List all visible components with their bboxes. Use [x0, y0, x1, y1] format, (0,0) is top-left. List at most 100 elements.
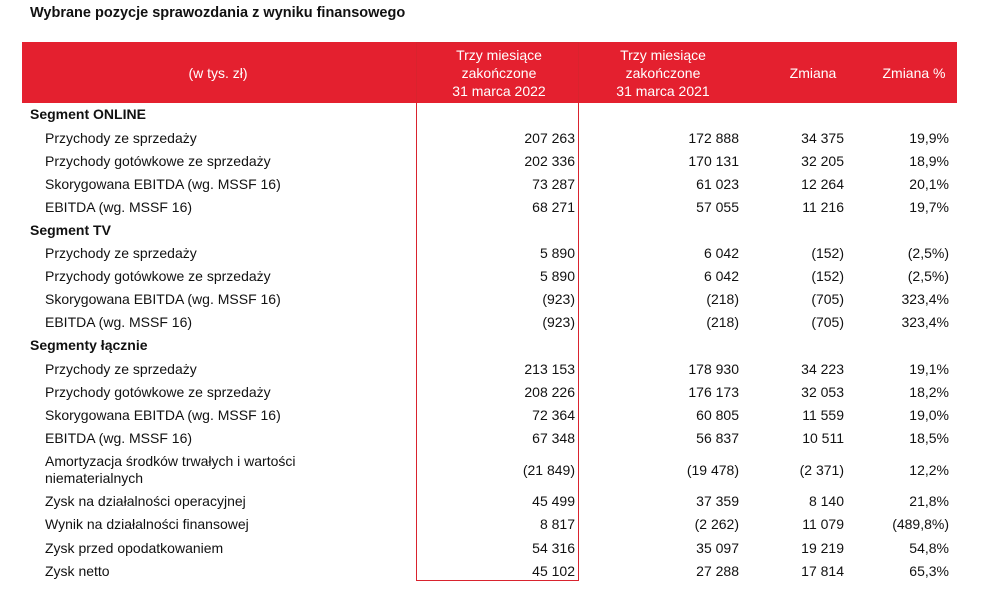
- value-2021: 6 042: [703, 245, 739, 261]
- row-label: Przychody ze sprzedaży: [45, 245, 197, 261]
- value-change: 12 264: [801, 176, 844, 192]
- row-label: EBITDA (wg. MSSF 16): [45, 199, 193, 215]
- value-2022: 68 271: [532, 199, 575, 215]
- header-col-2022: Trzy miesiące zakończone 31 marca 2022: [452, 46, 546, 99]
- segment-heading-row: Segment TV: [22, 222, 957, 242]
- value-2021: 178 930: [688, 361, 739, 377]
- table-row: Zysk przed opodatkowaniem 54 316 35 097 19 …: [22, 540, 957, 560]
- table-row: Przychody ze sprzedaży 207 263 172 888 34 3…: [22, 130, 957, 150]
- table-header: (w tys. zł) Trzy miesiące zakończone 31 …: [22, 42, 957, 103]
- value-2022: 67 348: [532, 430, 575, 446]
- value-change-pct: 20,1%: [909, 176, 949, 192]
- table-row: Przychody gotówkowe ze sprzedaży 202 336 1…: [22, 153, 957, 173]
- table-row: Wynik na działalności finansowej 8 817 (2 …: [22, 516, 957, 536]
- value-2022: (21 849): [522, 462, 575, 478]
- row-label: Zysk netto: [45, 563, 110, 579]
- table-row: Zysk na działalności operacyjnej 45 499 37…: [22, 493, 957, 513]
- header-units: (w tys. zł): [188, 64, 248, 81]
- value-2021: (218): [706, 314, 739, 330]
- value-2021: 172 888: [688, 130, 739, 146]
- value-2021: 6 042: [703, 268, 739, 284]
- value-change: 19 219: [801, 540, 844, 556]
- value-change: 34 223: [801, 361, 844, 377]
- value-2022: 5 890: [539, 245, 575, 261]
- value-change: 11 559: [802, 407, 844, 423]
- value-change-pct: 323,4%: [901, 291, 949, 307]
- table-row: Przychody ze sprzedaży 213 153 178 930 34 2…: [22, 361, 957, 381]
- row-label: Przychody ze sprzedaży: [45, 130, 197, 146]
- value-change-pct: 21,8%: [909, 493, 949, 509]
- table-row: EBITDA (wg. MSSF 16) 68 271 57 055 11 216 19…: [22, 199, 957, 219]
- segment-heading-row: Segment ONLINE: [22, 106, 957, 126]
- value-change-pct: 19,7%: [909, 199, 949, 215]
- row-label: Przychody ze sprzedaży: [45, 361, 197, 377]
- value-2021: (2 262): [694, 516, 739, 532]
- value-2022: 213 153: [524, 361, 575, 377]
- value-change-pct: (2,5%): [907, 245, 949, 261]
- value-2022: 8 817: [539, 516, 575, 532]
- value-change-pct: 323,4%: [901, 314, 949, 330]
- table-row: Skorygowana EBITDA (wg. MSSF 16) 72 364 60…: [22, 407, 957, 427]
- header-col-change: Zmiana: [789, 64, 837, 81]
- value-2022: (923): [542, 314, 575, 330]
- value-change-pct: 12,2%: [909, 462, 949, 478]
- value-2022: 208 226: [524, 384, 575, 400]
- value-2022: 207 263: [524, 130, 575, 146]
- table-row: Przychody gotówkowe ze sprzedaży 5 890 6 0…: [22, 268, 957, 288]
- value-change: 11 079: [802, 516, 844, 532]
- value-2021: 60 805: [696, 407, 739, 423]
- value-2021: 57 055: [696, 199, 739, 215]
- value-change-pct: (489,8%): [892, 516, 949, 532]
- value-2021: 56 837: [696, 430, 739, 446]
- value-2022: 5 890: [539, 268, 575, 284]
- value-change-pct: 65,3%: [909, 563, 949, 579]
- value-change-pct: 19,0%: [909, 407, 949, 423]
- value-2022: 202 336: [524, 153, 575, 169]
- value-change-pct: 54,8%: [909, 540, 949, 556]
- row-label: Wynik na działalności finansowej: [45, 516, 249, 532]
- value-change-pct: 18,2%: [909, 384, 949, 400]
- header-col-change-pct: Zmiana %: [882, 64, 946, 81]
- value-change: (152): [811, 245, 844, 261]
- row-label: Zysk na działalności operacyjnej: [45, 493, 246, 509]
- value-2021: (218): [706, 291, 739, 307]
- row-label: Przychody gotówkowe ze sprzedaży: [45, 268, 271, 284]
- value-change-pct: 18,9%: [909, 153, 949, 169]
- segment-heading: Segmenty łącznie: [30, 337, 148, 353]
- value-change: 11 216: [802, 199, 844, 215]
- value-2022: 73 287: [532, 176, 575, 192]
- row-label: Zysk przed opodatkowaniem: [45, 540, 224, 556]
- value-change-pct: 19,1%: [909, 361, 949, 377]
- value-2021: (19 478): [686, 462, 739, 478]
- value-change-pct: 19,9%: [909, 130, 949, 146]
- value-change: 17 814: [801, 563, 844, 579]
- value-change-pct: (2,5%): [907, 268, 949, 284]
- segment-heading-row: Segmenty łącznie: [22, 337, 957, 357]
- value-2022: 45 499: [532, 493, 575, 509]
- table-row: EBITDA (wg. MSSF 16) (923) (218) (705) 323,4…: [22, 314, 957, 334]
- row-label: Skorygowana EBITDA (wg. MSSF 16): [45, 407, 281, 423]
- value-change: 8 140: [808, 493, 844, 509]
- table-row: Skorygowana EBITDA (wg. MSSF 16) 73 287 61…: [22, 176, 957, 196]
- table-row: Przychody gotówkowe ze sprzedaży 208 226 1…: [22, 384, 957, 404]
- value-2022: (923): [542, 291, 575, 307]
- value-2021: 27 288: [696, 563, 739, 579]
- value-change: (705): [811, 314, 844, 330]
- value-2021: 61 023: [696, 176, 739, 192]
- value-change: 32 053: [801, 384, 844, 400]
- value-change: (705): [811, 291, 844, 307]
- segment-heading: Segment ONLINE: [30, 106, 146, 122]
- value-change: (2 371): [799, 462, 844, 478]
- row-label: EBITDA (wg. MSSF 16): [45, 314, 193, 330]
- value-change-pct: 18,5%: [909, 430, 949, 446]
- value-change: 10 511: [802, 430, 844, 446]
- value-2022: 72 364: [532, 407, 575, 423]
- table-row: Przychody ze sprzedaży 5 890 6 042 (152) (2,…: [22, 245, 957, 265]
- value-change: 32 205: [801, 153, 844, 169]
- row-label: Przychody gotówkowe ze sprzedaży: [45, 153, 271, 169]
- value-2021: 170 131: [688, 153, 739, 169]
- row-label: Skorygowana EBITDA (wg. MSSF 16): [45, 291, 281, 307]
- table-row: Skorygowana EBITDA (wg. MSSF 16) (923) (21…: [22, 291, 957, 311]
- value-2022: 54 316: [532, 540, 575, 556]
- row-label: Amortyzacja środków trwałych i wartości …: [45, 453, 296, 486]
